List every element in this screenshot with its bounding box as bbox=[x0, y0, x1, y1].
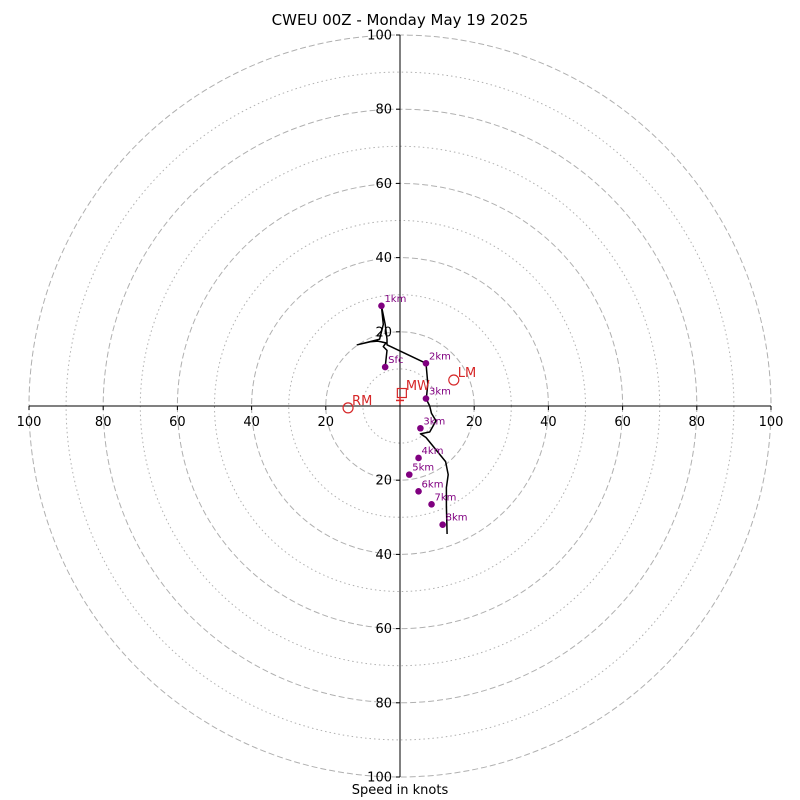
x-tick-label: 20 bbox=[466, 415, 483, 430]
height-point bbox=[428, 501, 435, 508]
height-point bbox=[381, 363, 389, 371]
hodograph-trace bbox=[356, 305, 449, 535]
x-tick-label: 80 bbox=[95, 415, 112, 430]
tick-labels: 100 80 60 40 20 20 40 60 80 100 100 80 60 40 20 20 40 60 8… bbox=[17, 29, 784, 786]
height-label: 3km bbox=[429, 387, 451, 398]
x-tick-label: 40 bbox=[540, 415, 557, 430]
x-tick-label: 20 bbox=[318, 415, 335, 430]
y-tick-label: 80 bbox=[375, 696, 392, 711]
height-point bbox=[405, 471, 413, 478]
height-label: 7km bbox=[435, 492, 457, 503]
height-label: 3km bbox=[423, 416, 445, 427]
height-point bbox=[415, 488, 422, 495]
axes bbox=[29, 35, 771, 777]
y-tick-label: 40 bbox=[375, 548, 392, 563]
height-label: 5km bbox=[412, 463, 434, 474]
height-point bbox=[439, 521, 446, 529]
x-tick-label: 60 bbox=[169, 415, 186, 430]
vector-marker bbox=[448, 374, 460, 386]
y-tick-label: 20 bbox=[375, 325, 392, 340]
height-point bbox=[422, 360, 430, 367]
x-tick-label: 60 bbox=[614, 415, 631, 430]
height-label: 8km bbox=[446, 513, 468, 524]
y-tick-label: 60 bbox=[375, 622, 392, 637]
y-tick-label: 80 bbox=[375, 103, 392, 118]
height-label: 4km bbox=[422, 446, 444, 457]
height-point bbox=[417, 424, 424, 432]
vector-label: RM bbox=[352, 394, 372, 409]
vector-marker bbox=[396, 387, 407, 399]
y-tick-label: 60 bbox=[375, 177, 392, 192]
height-label: 1km bbox=[384, 294, 406, 305]
x-tick-label: 100 bbox=[759, 415, 784, 430]
vector-marker bbox=[342, 402, 354, 414]
y-tick-label: 20 bbox=[375, 474, 392, 489]
x-tick-label: 40 bbox=[243, 415, 260, 430]
trace-line bbox=[356, 305, 449, 535]
height-points: Sfc 1km 2km 3km 3km 4km 5km 6km 7km 8km bbox=[378, 294, 468, 529]
storm-vectors: LM RM MW bbox=[342, 366, 476, 414]
height-point bbox=[422, 395, 430, 402]
x-axis-label: Speed in knots bbox=[351, 783, 449, 798]
height-label: Sfc bbox=[388, 355, 403, 366]
y-tick-label: 100 bbox=[367, 771, 392, 786]
height-label: 2km bbox=[429, 351, 451, 362]
vector-label: LM bbox=[458, 366, 476, 381]
height-point bbox=[378, 302, 385, 310]
chart-title: CWEU 00Z - Monday May 19 2025 bbox=[271, 11, 529, 29]
x-tick-label: 100 bbox=[17, 415, 42, 430]
x-tick-label: 80 bbox=[689, 415, 706, 430]
height-label: 6km bbox=[422, 479, 444, 490]
y-tick-label: 40 bbox=[375, 251, 392, 266]
vector-label: MW bbox=[406, 379, 430, 394]
height-point bbox=[415, 454, 422, 462]
y-tick-label: 100 bbox=[367, 29, 392, 44]
